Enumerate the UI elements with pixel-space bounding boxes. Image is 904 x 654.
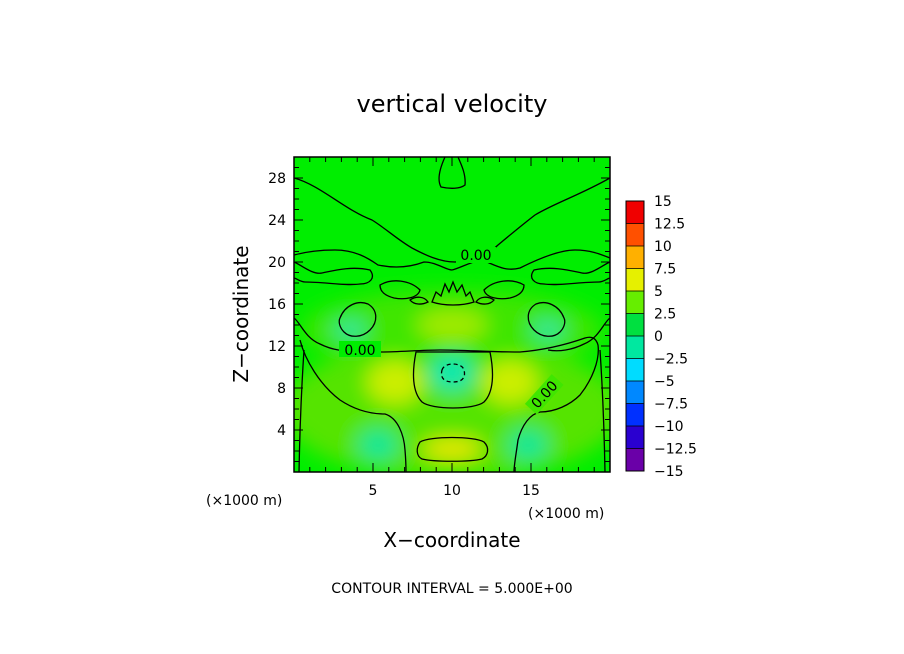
colorbar-swatch [626,313,644,336]
contour-label-bg-1 [456,247,496,263]
colorbar-label: −5 [654,374,675,390]
colorbar-label: −2.5 [654,352,688,368]
contour-eye-right [483,280,525,300]
x-tick-label: 5 [369,483,378,499]
x-tick-label: 10 [443,483,461,499]
colorbar-swatch [626,448,644,471]
colorbar-label: 7.5 [654,262,676,278]
y-tick-label: 20 [268,255,286,271]
updraft-side-right [532,320,564,340]
contour-mid-left-loop [294,261,374,286]
colorbar-swatch [626,381,644,404]
plot-area: 0.00 0.00 0.00 [294,157,610,472]
contour-label-1: 0.00 [460,248,491,264]
contour-small-right [475,296,495,305]
x-axis-label: X−coordinate [383,528,520,552]
colorbar-label: 15 [654,194,672,210]
field-shading [294,290,610,472]
colorbar-label: 0 [654,329,663,345]
contour-label-2: 0.00 [344,343,375,359]
y-unit-label: (×1000 m) [206,493,282,509]
colorbar-label: −15 [654,464,684,480]
colorbar-swatch [626,358,644,381]
contour-lower-band-left [294,249,453,271]
contour-label-bg-3 [524,374,564,415]
downdraft-core [430,355,474,391]
contour-right-edge [547,317,610,352]
colorbar-label: −10 [654,419,684,435]
updraft-core [422,439,482,459]
contour-interval-note: CONTOUR INTERVAL = 5.000E+00 [331,581,572,597]
colorbar-swatch [626,426,644,449]
weak-updraft-right [482,360,538,404]
colorbar-swatch [626,246,644,269]
y-tick-label: 24 [268,213,286,229]
x-tick-label: 15 [522,483,540,499]
colorbar-label: 2.5 [654,307,676,323]
contour-label-bg-2 [339,341,381,357]
y-tick-label: 4 [277,423,286,439]
contour-left-column [299,339,407,472]
contour-eye-left [379,280,421,300]
contour-downdraft-box [412,351,494,409]
y-tick-label: 28 [268,171,286,187]
y-axis-label: Z−coordinate [229,245,253,382]
contour-blob-right [527,302,566,337]
x-unit-label: (×1000 m) [528,506,604,522]
contour-upper-band [294,177,610,263]
colorbar-label: −7.5 [654,397,688,413]
y-tick-label: 8 [277,381,286,397]
contour-crown [431,280,475,306]
downdraft-left [358,429,398,461]
updraft-upper [417,309,487,341]
y-tick-label: 12 [268,339,286,355]
colorbar-swatch [626,291,644,314]
downdraft-right [508,429,548,461]
x-axis: 5 10 15 [293,157,611,499]
updraft-side-left [334,320,366,340]
contour-center-arch [379,336,599,472]
contour-edge-right-line [599,349,606,472]
y-tick-label: 16 [268,297,286,313]
colorbar-swatch [626,403,644,426]
contour-updraft-core [416,436,489,462]
colorbar-label: 12.5 [654,217,685,233]
colorbar-swatch [626,201,644,224]
colorbar: 15 12.5 10 7.5 5 2.5 0 −2.5 −5 −7.5 −10 −12.5 −15 [625,194,697,480]
colorbar-swatch [626,223,644,246]
colorbar-label: −12.5 [654,442,697,458]
colorbar-label: 5 [654,284,663,300]
contour-value-labels: 0.00 0.00 0.00 [339,247,564,415]
contour-top-plume [438,157,466,189]
contour-blob-left [338,302,377,337]
weak-updraft-left [367,360,423,404]
contour-mid-right-loop [530,261,610,286]
colorbar-label: 10 [654,239,672,255]
y-axis: 4 8 12 16 20 24 28 [268,156,610,473]
colorbar-swatch [626,268,644,291]
colorbar-swatch [626,336,644,359]
contour-downdraft-core [440,363,466,383]
contour-edge-left-line [298,349,305,472]
chart-title: vertical velocity [357,90,548,118]
contour-small-left [409,296,429,305]
